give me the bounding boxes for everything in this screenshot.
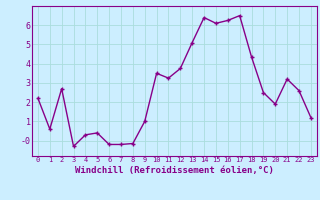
X-axis label: Windchill (Refroidissement éolien,°C): Windchill (Refroidissement éolien,°C) — [75, 166, 274, 175]
